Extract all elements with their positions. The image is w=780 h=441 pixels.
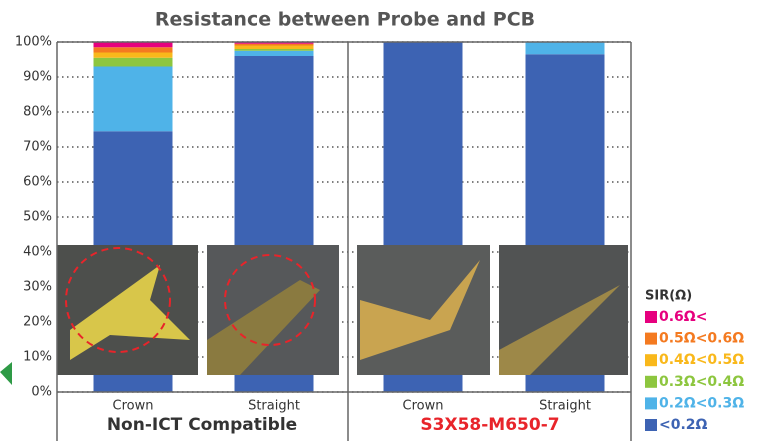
bar-segment <box>94 53 173 58</box>
legend-label: 0.2Ω<0.3Ω <box>659 395 744 411</box>
arrow-fragment <box>0 362 12 385</box>
x-tick-label: Straight <box>248 399 300 414</box>
legend-swatch <box>645 376 657 388</box>
legend-label: 0.6Ω< <box>659 309 707 325</box>
y-tick-label: 80% <box>23 105 52 120</box>
x-tick-label: Crown <box>403 399 444 414</box>
bar-segment <box>94 58 173 67</box>
y-tick-label: 0% <box>31 385 52 400</box>
bar-segment <box>235 51 314 56</box>
x-tick-label: Straight <box>539 399 591 414</box>
bar-segment <box>235 46 314 50</box>
y-tick-label: 10% <box>23 350 52 365</box>
bar-segment <box>235 44 314 46</box>
y-tick-label: 40% <box>23 245 52 260</box>
legend-label: <0.2Ω <box>659 417 708 433</box>
legend-swatch <box>645 311 657 323</box>
y-tick-label: 90% <box>23 70 52 85</box>
legend-title: SIR(Ω) <box>645 289 692 304</box>
y-tick-label: 60% <box>23 175 52 190</box>
bar-segment <box>526 42 605 54</box>
group-label: Non-ICT Compatible <box>107 415 297 435</box>
group-label: S3X58-M650-7 <box>420 415 559 435</box>
bar-segment <box>235 49 314 51</box>
y-tick-label: 100% <box>15 35 52 50</box>
legend-swatch <box>645 419 657 431</box>
legend-label: 0.4Ω<0.5Ω <box>659 352 744 368</box>
legend-swatch <box>645 333 657 345</box>
legend-label: 0.3Ω<0.4Ω <box>659 374 744 390</box>
bar-segment <box>94 42 173 47</box>
x-tick-label: Crown <box>113 399 154 414</box>
chart: Resistance between Probe and PCB Non-ICT… <box>0 0 780 441</box>
photos <box>57 245 628 375</box>
legend-label: 0.5Ω<0.6Ω <box>659 331 744 347</box>
y-tick-label: 30% <box>23 280 52 295</box>
y-tick-label: 50% <box>23 210 52 225</box>
bar-segment <box>94 67 173 132</box>
y-tick-label: 70% <box>23 140 52 155</box>
chart-title: Resistance between Probe and PCB <box>155 9 535 31</box>
legend-swatch <box>645 354 657 366</box>
y-tick-label: 20% <box>23 315 52 330</box>
bar-segment <box>94 47 173 52</box>
legend-swatch <box>645 397 657 409</box>
